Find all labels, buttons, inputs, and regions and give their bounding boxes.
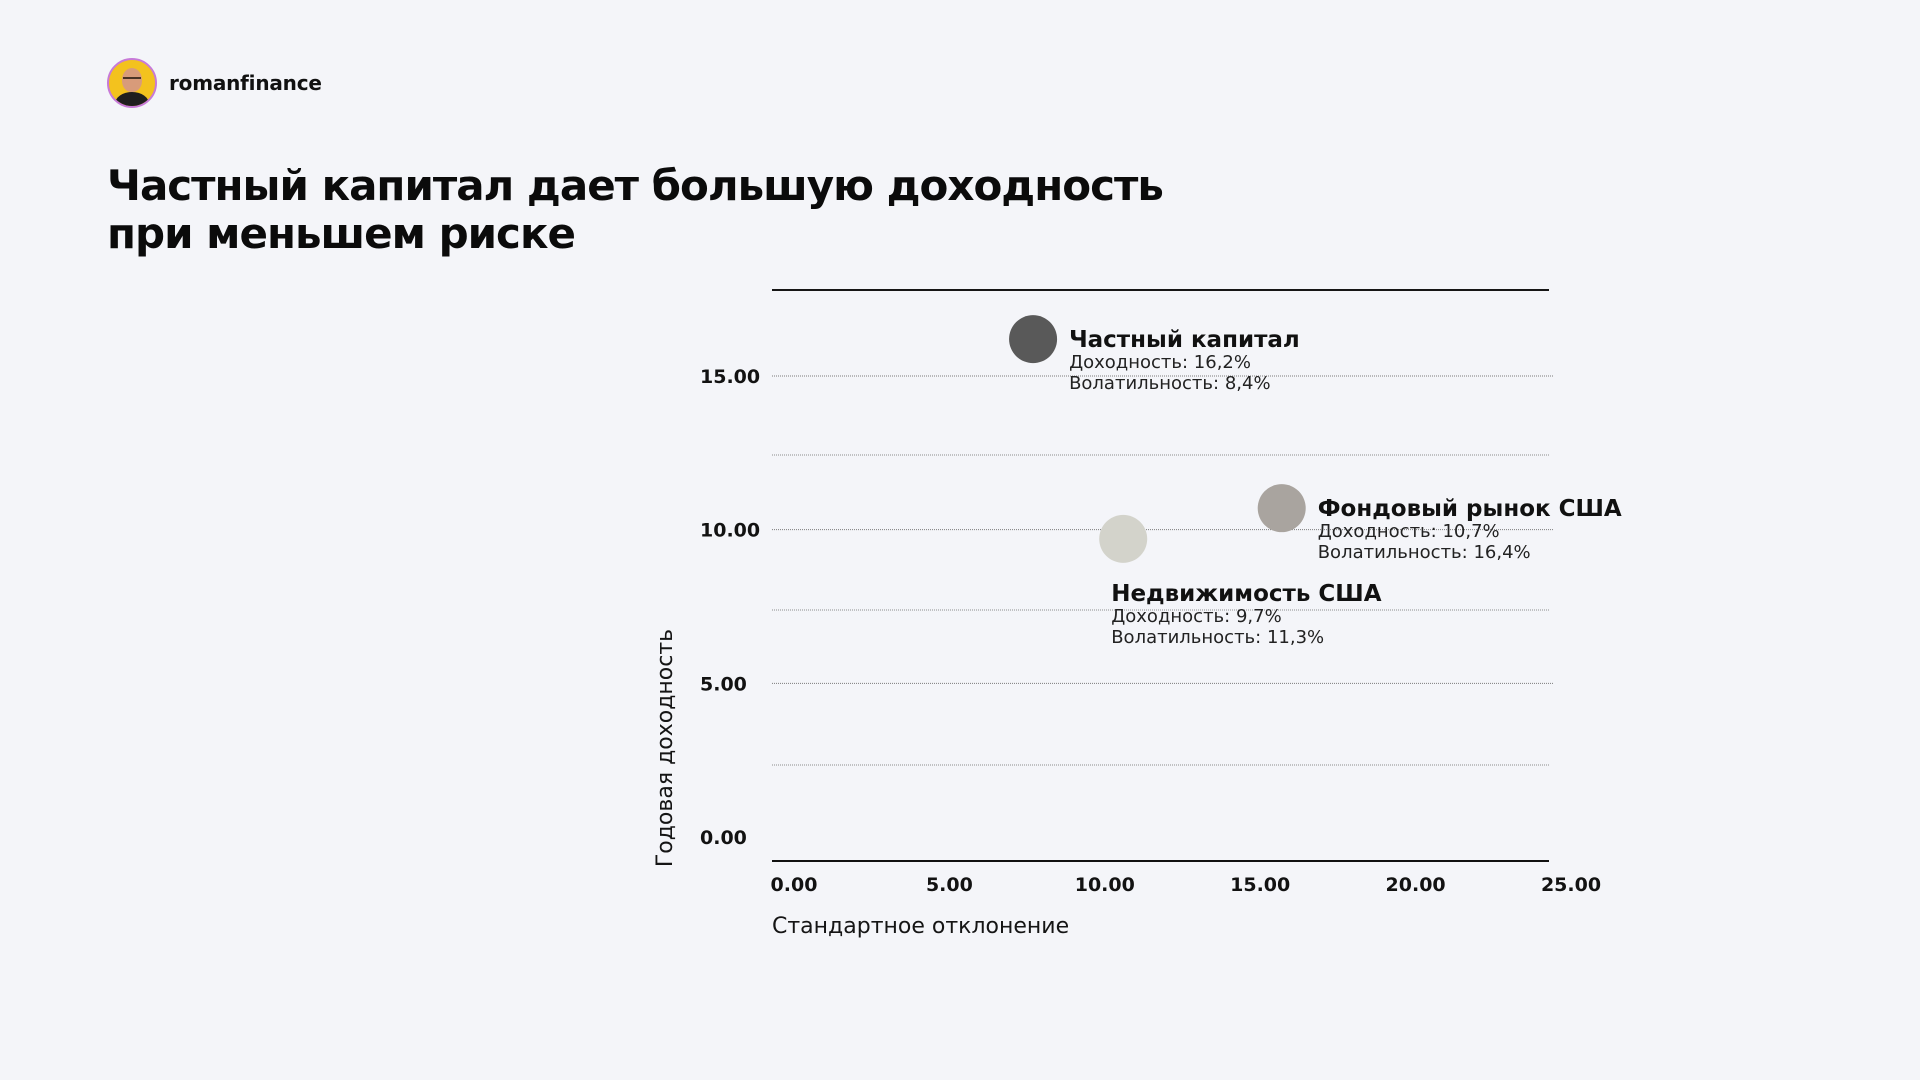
x-tick-label-6: 25.00 <box>1541 874 1601 896</box>
data-label-2-detail-1: Доходность: 10,7% <box>1318 521 1500 542</box>
data-point-1[interactable] <box>1009 315 1058 364</box>
data-label-2-detail-2: Волатильность: 16,4% <box>1318 542 1531 563</box>
avatar <box>107 58 157 108</box>
x-tick-label-1: 0.00 <box>771 874 818 896</box>
brand: romanfinance <box>107 58 322 108</box>
y-tick-label-2: 5.00 <box>700 673 747 695</box>
data-point-3[interactable] <box>1099 514 1148 563</box>
brand-name: romanfinance <box>169 71 322 95</box>
y-axis-label: Годовая доходность <box>653 629 678 867</box>
x-tick-label-2: 5.00 <box>926 874 973 896</box>
data-label-1-name: Частный капитал <box>1069 327 1300 353</box>
x-tick-label-5: 20.00 <box>1386 874 1446 896</box>
data-label-1-detail-1: Доходность: 16,2% <box>1069 352 1251 373</box>
page-title-line-1: Частный капитал дает большую доходность <box>107 161 1164 210</box>
data-label-1-detail-2: Волатильность: 8,4% <box>1069 373 1270 394</box>
page-title: Частный капитал дает большую доходность … <box>107 162 1207 258</box>
data-label-3-detail-1: Доходность: 9,7% <box>1111 606 1281 627</box>
y-tick-label-4: 15.00 <box>700 366 760 388</box>
data-label-3-name: Недвижимость США <box>1111 581 1382 607</box>
data-label-2-name: Фондовый рынок США <box>1318 496 1622 522</box>
y-tick-label-1: 0.00 <box>700 827 747 849</box>
x-tick-label-4: 15.00 <box>1230 874 1290 896</box>
data-point-2[interactable] <box>1257 484 1306 533</box>
x-tick-label-3: 10.00 <box>1075 874 1135 896</box>
x-axis-label: Стандартное отклонение <box>772 914 1069 939</box>
data-label-3-detail-2: Волатильность: 11,3% <box>1111 627 1324 648</box>
page-title-line-2: при меньшем риске <box>107 209 576 258</box>
y-tick-label-3: 10.00 <box>700 520 760 542</box>
